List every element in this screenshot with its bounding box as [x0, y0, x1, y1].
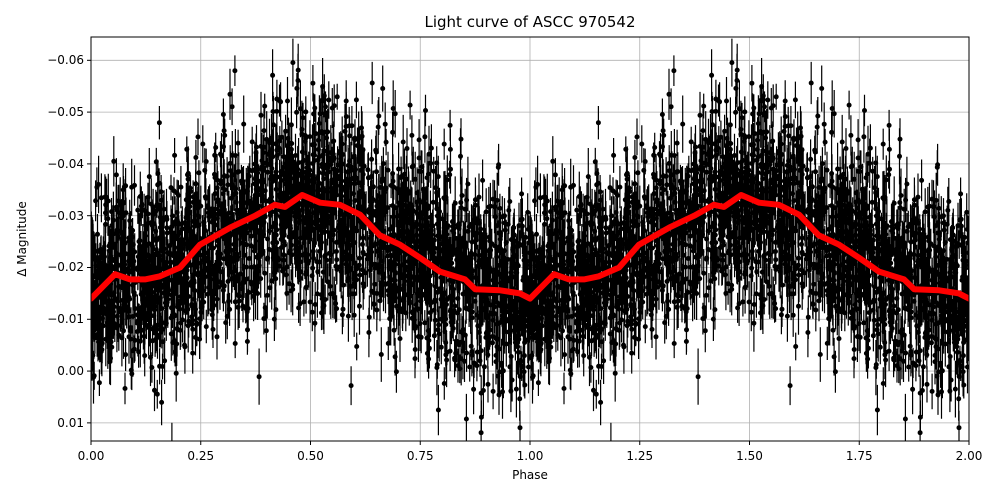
tick-marks: [87, 59, 970, 445]
x-tick-label: 0.00: [77, 449, 105, 463]
x-tick-label: 1.00: [516, 449, 544, 463]
y-tick-label: 0.00: [57, 364, 84, 379]
x-tick-label: 1.25: [626, 449, 654, 463]
x-tick-label: 2.00: [955, 449, 983, 463]
x-tick-label: 0.25: [187, 449, 215, 463]
y-axis-label: Δ Magnitude: [15, 201, 29, 277]
y-tick-label: −0.06: [47, 53, 84, 68]
y-tick-label: −0.05: [47, 105, 84, 120]
x-axis-label: Phase: [512, 468, 548, 482]
x-tick-label: 0.75: [406, 449, 434, 463]
y-tick-label: −0.02: [47, 260, 84, 275]
x-tick-label: 1.50: [736, 449, 763, 463]
chart-title: Light curve of ASCC 970542: [424, 13, 636, 31]
y-tick-label: −0.03: [47, 208, 84, 223]
x-tick-label: 0.50: [297, 449, 324, 463]
y-tick-label: 0.01: [57, 415, 84, 430]
binned-curve: [91, 192, 969, 302]
y-tick-label: −0.01: [47, 312, 84, 327]
x-tick-label: 1.75: [845, 449, 873, 463]
y-tick-label: −0.04: [47, 156, 84, 171]
